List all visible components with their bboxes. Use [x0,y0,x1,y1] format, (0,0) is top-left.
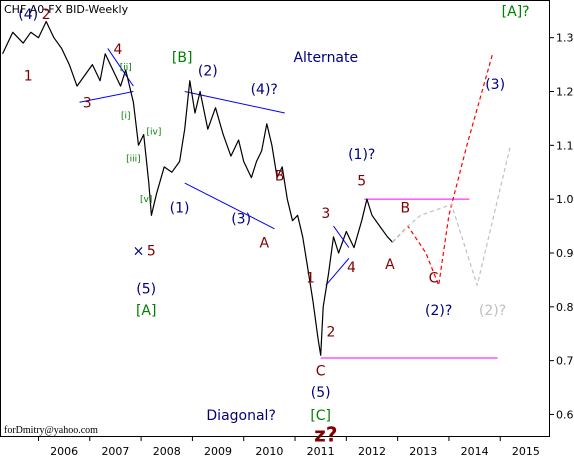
annotation-lines [79,48,498,359]
wave-label-30: C [429,271,439,287]
credit-text: forDmitry@yahoo.com [4,425,98,436]
wave-label-5: 3 [83,96,92,112]
wave-label-25: 5 [357,174,366,190]
wave-label-18: (3) [485,77,505,93]
channel-line-4 [333,225,350,248]
wave-label-34: 2 [326,324,335,340]
wave-label-10: × [133,244,145,260]
wave-label-36: (5) [311,385,331,401]
wave-label-33: 1 [306,271,315,287]
channel-line-1 [79,91,134,103]
wave-label-13: [A] [136,303,157,319]
wave-label-39: z? [314,422,337,446]
wave-label-22: B [275,168,285,184]
wave-label-0: (4) [18,7,38,23]
wave-label-12: (5) [136,281,156,297]
wave-label-38: [C] [310,408,331,424]
wave-label-8: [iii] [126,154,141,164]
wave-label-32: (2)? [479,303,506,319]
wave-label-15: (2) [198,63,218,79]
wave-label-17: Alternate [293,50,358,66]
wave-label-3: 4 [114,42,123,58]
series-layer [2,20,512,356]
x-tick-label-2009: 2009 [204,445,232,458]
x-axis: 2006 2007 2008 2009 2010 2011 2012 2013 2014 2015 [37,436,540,458]
wave-label-16: (4)? [251,82,278,98]
y-tick-label-1.200: 1.200 [556,86,574,99]
wave-label-14: [B] [172,50,193,66]
wave-label-21: (3) [231,211,251,227]
wave-label-31: (2)? [425,303,452,319]
wave-label-37: Diagonal? [206,408,275,424]
channel-line-0 [107,48,134,87]
channel-line-3 [184,182,275,230]
wave-label-9: [v] [140,195,152,205]
y-tick-label-1.000: 1.000 [556,193,574,206]
x-tick-label-2012: 2012 [358,445,386,458]
wave-label-6: [i] [121,111,131,121]
y-tick-label-0.600: 0.600 [556,408,574,421]
y-tick-label-1.100: 1.100 [556,139,574,152]
y-tick-label-0.700: 0.700 [556,355,574,368]
y-axis: 0.600 0.700 0.800 0.900 1.000 1.100 1.200 1.300 [549,32,574,421]
x-tick-label-2006: 2006 [50,445,78,458]
wave-label-29: A [385,257,395,273]
plot-frame [0,0,550,437]
wave-label-2: 1 [24,69,33,85]
price-series [2,20,393,356]
chart-title: CHF A0-FX BID-Weekly [4,3,129,16]
wave-label-4: [ii] [120,63,132,73]
wave-labels: (4) 214[ii]3[i][iv][iii][v]× 5(5)[A][B](2)… [18,4,529,446]
x-tick-label-2008: 2008 [153,445,181,458]
x-tick-label-2007: 2007 [101,445,129,458]
wave-label-19: [A]? [502,4,530,20]
x-tick-label-2015: 2015 [512,445,540,458]
wave-label-24: (1)? [348,147,375,163]
x-tick-label-2013: 2013 [409,445,437,458]
y-tick-label-0.900: 0.900 [556,247,574,260]
wave-label-26: B [401,201,411,217]
x-tick-label-2010: 2010 [255,445,283,458]
wave-label-35: C [316,364,326,380]
wave-label-7: [iv] [146,128,161,138]
x-tick-label-2014: 2014 [461,445,489,458]
y-tick-label-1.300: 1.300 [556,32,574,45]
wave-label-27: 3 [321,206,330,222]
wave-label-23: A [259,236,269,252]
x-tick-label-2011: 2011 [307,445,335,458]
y-tick-label-0.800: 0.800 [556,301,574,314]
channel-line-5 [325,258,350,286]
wave-label-11: 5 [147,244,156,260]
wave-label-28: 4 [347,260,356,276]
wave-label-1: 2 [42,7,51,23]
wave-label-20: (1) [170,201,190,217]
